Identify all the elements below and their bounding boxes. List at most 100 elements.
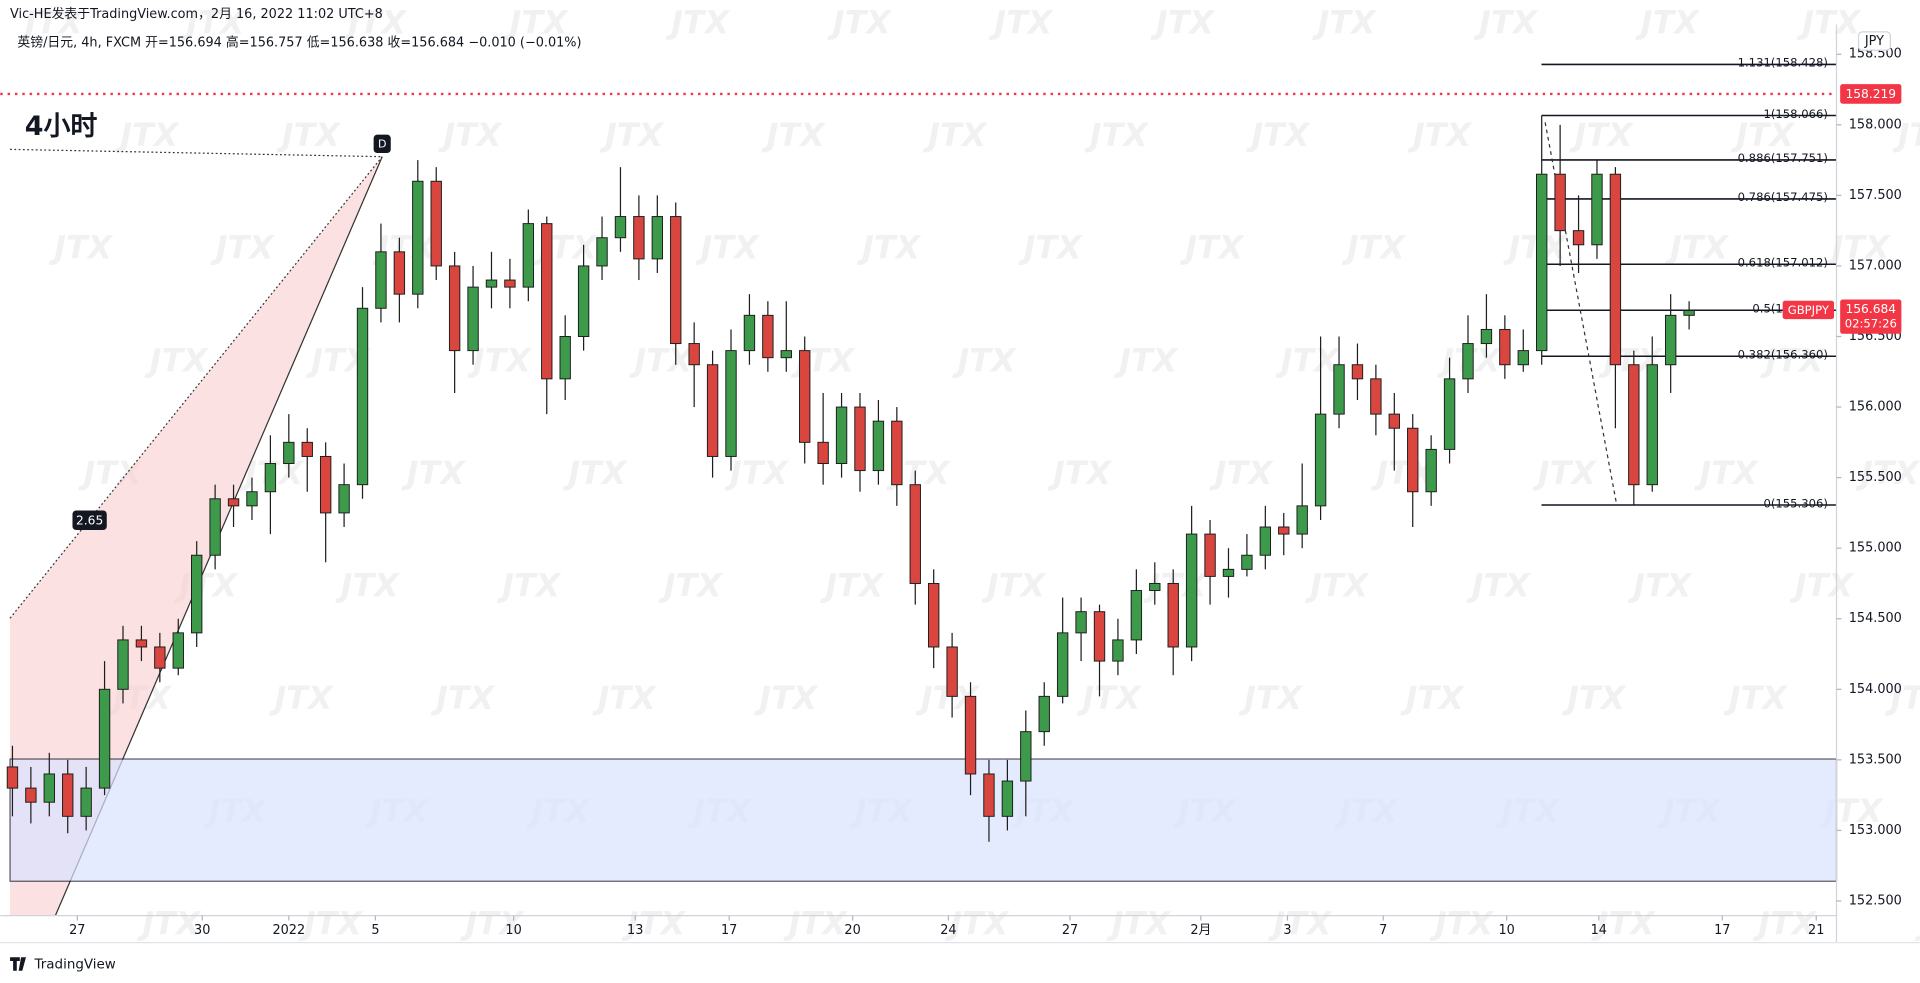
watermark: JTX [1370,454,1436,492]
point-badge [373,134,391,154]
candle-body [1609,173,1622,366]
watermark: JTX [1693,454,1759,492]
pattern-line [9,156,383,619]
x-tick-label: 20 [844,923,860,938]
candle-body [393,251,406,295]
candle-body [1185,533,1198,648]
watermark: JTX [856,229,922,267]
candle-body [725,350,737,457]
candle-body [1517,350,1529,366]
watermark: JTX [1275,341,1341,379]
x-tick-label: 30 [194,923,210,938]
y-tick-label: 155.500 [1849,470,1902,485]
y-tick-label: 157.500 [1849,188,1902,203]
watermark: JTX [1400,679,1466,717]
watermark: JTX [210,229,276,267]
candle-body [633,216,645,260]
watermark: JTX [144,341,210,379]
candle-body [1259,526,1272,556]
currency[interactable]: JPY [1864,34,1884,49]
watermark: JTX [136,904,202,942]
candle-body [301,441,313,457]
watermark: JTX [952,341,1018,379]
candle-body [43,773,55,803]
candle-body [706,364,719,457]
zone-layer [9,758,1838,882]
watermark: JTX [1407,116,1473,154]
candle-body [430,180,442,267]
fib-label: 0.618(157.012) [1738,256,1828,270]
y-tick-label: 154.000 [1849,682,1902,697]
candle-body [964,695,977,775]
watermark: JTX [1238,679,1304,717]
candle-body [891,420,903,486]
candle-body [1462,343,1474,380]
watermark: JTX [1341,229,1407,267]
timeframe-label: 4小时 [25,111,98,142]
watermark: JTX [1179,229,1245,267]
watermark: JTX [437,116,503,154]
candle-body [1241,554,1253,570]
candle-body [1480,328,1493,345]
candle-body [1388,413,1400,429]
watermark: JTX [1752,904,1818,942]
watermark: JTX [401,454,467,492]
candle-body [1314,413,1327,507]
y-tick-label: 156.000 [1849,400,1902,415]
candle-body [559,336,571,380]
candle-body [1646,364,1658,486]
x-tick-label: 14 [1591,923,1607,938]
candle-body [1112,639,1124,662]
candle-body [191,554,203,634]
watermark: JTX [1502,229,1568,267]
y-tick-label: 155.000 [1849,541,1902,556]
candle-body [80,787,92,817]
currency-box[interactable] [1857,31,1891,51]
candle-body [835,406,848,465]
fib-label: 0(155.306) [1763,496,1827,510]
watermark: JTX [268,679,334,717]
watermark: JTX [1106,904,1172,942]
watermark: JTX [1855,454,1920,492]
watermark: JTX [1561,679,1627,717]
candle-body [596,237,608,267]
candle-body [1443,378,1456,450]
watermark: JTX [1569,116,1635,154]
candle-body [1554,173,1566,232]
candle-body [743,314,756,352]
x-tick-label: 21 [1808,923,1824,938]
y-tick-label: 153.000 [1849,823,1902,838]
watermark: JTX [1047,454,1113,492]
candle-body [1130,590,1143,641]
watermark: JTX [783,904,849,942]
pattern-line [10,148,383,158]
candle-body [1167,582,1179,648]
watermark: JTX [1084,116,1150,154]
watermark: JTX [1304,567,1370,605]
candle-body [1407,427,1419,493]
brand[interactable]: TradingView [34,958,116,973]
candle-body [522,223,535,288]
x-tick-label: 10 [1499,923,1515,938]
watermark: JTX [1429,904,1495,942]
support-zone [9,758,1838,882]
x-tick-label: 17 [1714,923,1730,938]
candle-body [688,343,700,366]
candle-body [1683,310,1695,316]
candle-body [117,639,129,690]
candle-body [1572,230,1585,246]
candle-body [1278,526,1290,535]
watermark: JTX [1311,3,1377,41]
watermark: JTX [819,567,885,605]
candle-body [1056,632,1069,697]
last-price: 156.684 [1845,302,1896,316]
candle-body [1536,173,1548,352]
watermark: JTX [1018,229,1084,267]
watermark: JTX [988,3,1054,41]
point-label: D [378,137,386,150]
candle-body [872,420,885,472]
x-tick-label: 10 [505,923,521,938]
watermark: JTX [621,904,687,942]
candle-body [541,223,553,380]
watermark: JTX [944,904,1010,942]
